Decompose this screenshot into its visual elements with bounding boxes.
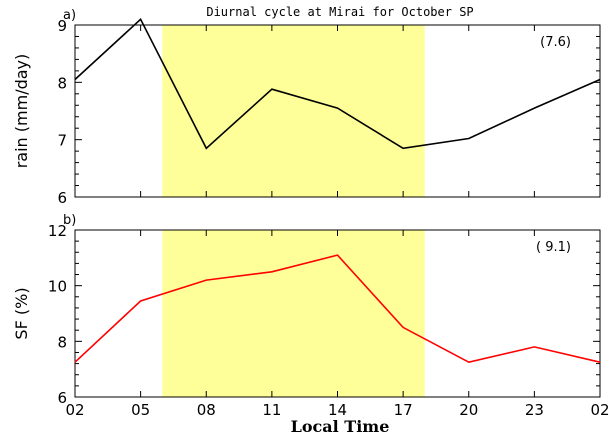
- x-tick-label: 02: [590, 401, 609, 419]
- y-axis-title: rain (mm/day): [12, 54, 31, 169]
- y-tick-label: 8: [57, 333, 67, 351]
- shaded-region: [162, 230, 425, 397]
- panel-a-rain: 6 7 8 9 rain (mm/day) a) (7.6): [12, 8, 601, 207]
- x-tick-label: 20: [459, 401, 478, 419]
- series-line: [74, 17, 601, 150]
- x-tick-label: 14: [328, 401, 347, 419]
- mean-annotation: (7.6): [540, 35, 571, 50]
- shaded-region: [162, 25, 425, 197]
- x-tick-label: 05: [131, 401, 150, 419]
- y-tick-label: 12: [48, 222, 67, 240]
- y-tick-label: 9: [57, 17, 67, 35]
- chart-title: Diurnal cycle at Mirai for October SP: [206, 5, 473, 19]
- series-line: [74, 254, 601, 364]
- x-tick-label: 23: [525, 401, 544, 419]
- panel-label: a): [63, 8, 76, 23]
- x-tick-label: 02: [65, 401, 84, 419]
- x-axis-title: Local Time: [291, 417, 390, 436]
- panel-label: b): [63, 213, 76, 228]
- x-tick-label: 08: [197, 401, 216, 419]
- x-tick-label: 11: [262, 401, 281, 419]
- x-tick-label: 17: [394, 401, 413, 419]
- y-tick-label: 6: [57, 389, 67, 407]
- y-tick-label: 6: [57, 189, 67, 207]
- y-axis-title: SF (%): [12, 287, 31, 339]
- y-tick-label: 10: [48, 278, 67, 296]
- y-tick-label: 8: [57, 74, 67, 92]
- mean-annotation: ( 9.1): [536, 240, 571, 255]
- y-tick-label: 7: [57, 132, 67, 150]
